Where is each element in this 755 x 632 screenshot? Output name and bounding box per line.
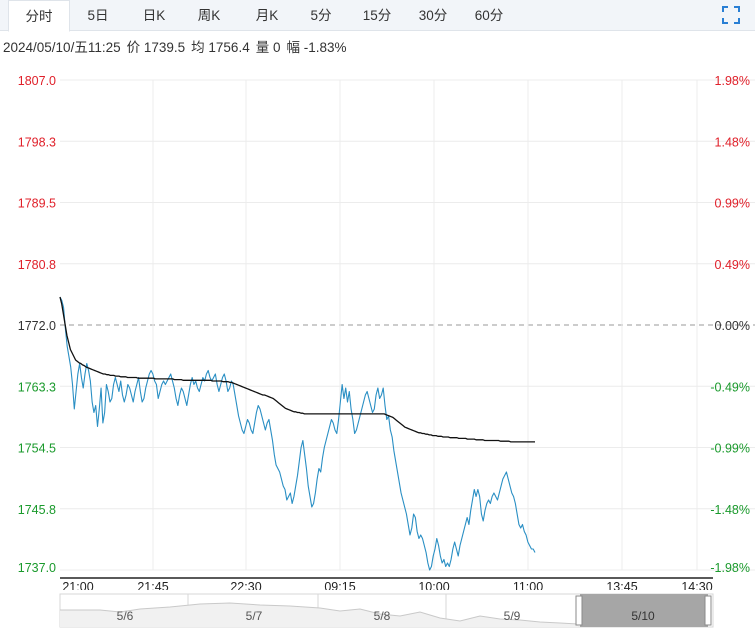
y-tick-label: 1798.3 [18,135,56,149]
tab-30min[interactable]: 30分 [418,8,448,23]
pct-tick-label: -0.99% [710,442,750,456]
navigator-selection[interactable] [580,594,708,627]
chart-grid [60,79,755,579]
x-tick-label: 22:30 [230,580,261,590]
navigator-date: 5/7 [246,609,263,623]
y-tick-label: 1772.0 [18,319,56,333]
navigator-date: 5/8 [374,609,391,623]
pct-tick-label: 0.49% [715,258,750,272]
y-tick-label: 1780.8 [18,258,56,272]
average-line [59,296,535,443]
x-tick-label: 11:00 [513,580,543,590]
tab-daily-k[interactable]: 日K [142,8,166,23]
info-amplitude: 幅 -1.83% [286,40,347,55]
y-tick-label: 1807.0 [18,74,56,88]
navigator-right-handle[interactable] [704,595,712,626]
pct-tick-label: 1.48% [715,135,750,149]
info-price: 价 1739.5 [126,40,186,55]
x-tick-label: 14:30 [681,580,712,590]
tab-minute[interactable]: 分时 [8,0,70,32]
percent-axis: 1.98% 1.48% 0.99% 0.49% 0.00% -0.49% -0.99% -1.… [710,74,750,575]
tab-5day[interactable]: 5日 [87,8,109,23]
x-tick-label: 13:45 [606,580,637,590]
pct-tick-label: -1.48% [710,503,750,517]
price-axis: 1807.0 1798.3 1789.5 1780.8 1772.0 1763.3 1754… [18,74,56,575]
quote-info: 2024/05/10/五11:25 价 1739.5 均 1756.4 量 0 幅 -1… [3,38,353,58]
tab-monthly-k[interactable]: 月K [255,8,279,23]
y-tick-label: 1754.5 [18,442,56,456]
navigator-date: 5/10 [631,609,655,623]
pct-tick-label: 0.00% [715,319,750,333]
info-volume: 量 0 [255,40,281,55]
y-tick-label: 1745.8 [18,503,56,517]
pct-tick-label: -1.98% [710,561,750,575]
tab-5min[interactable]: 5分 [310,8,332,23]
time-axis: 21:00 21:45 22:30 09:15 10:00 11:00 13:45 14:30 [62,580,712,590]
pct-tick-label: 1.98% [715,74,750,88]
x-tick-label: 09:15 [324,580,355,590]
period-tabs: 分时 5日 日K 周K 月K 5分 15分 30分 60分 [0,0,755,32]
navigator-date: 5/9 [504,609,521,623]
tab-60min[interactable]: 60分 [474,8,504,23]
info-datetime: 2024/05/10/五11:25 [3,40,121,55]
y-tick-label: 1763.3 [18,380,56,394]
fullscreen-icon[interactable] [721,5,741,25]
price-line [59,296,536,571]
pct-tick-label: 0.99% [715,197,750,211]
navigator-date: 5/6 [117,609,134,623]
chart-lines [59,296,536,571]
x-tick-label: 21:00 [62,580,93,590]
navigator-left-handle[interactable] [575,595,583,626]
x-tick-label: 10:00 [418,580,449,590]
tab-weekly-k[interactable]: 周K [197,8,221,23]
x-tick-label: 21:45 [137,580,168,590]
y-tick-label: 1737.0 [18,561,56,575]
pct-tick-label: -0.49% [710,380,750,394]
info-average: 均 1756.4 [191,40,250,55]
time-navigator: 5/6 5/7 5/8 5/9 5/10 [59,593,714,628]
tab-15min[interactable]: 15分 [362,8,392,23]
intraday-chart: 1807.0 1798.3 1789.5 1780.8 1772.0 1763.3 1754… [18,74,755,590]
y-tick-label: 1789.5 [18,197,56,211]
